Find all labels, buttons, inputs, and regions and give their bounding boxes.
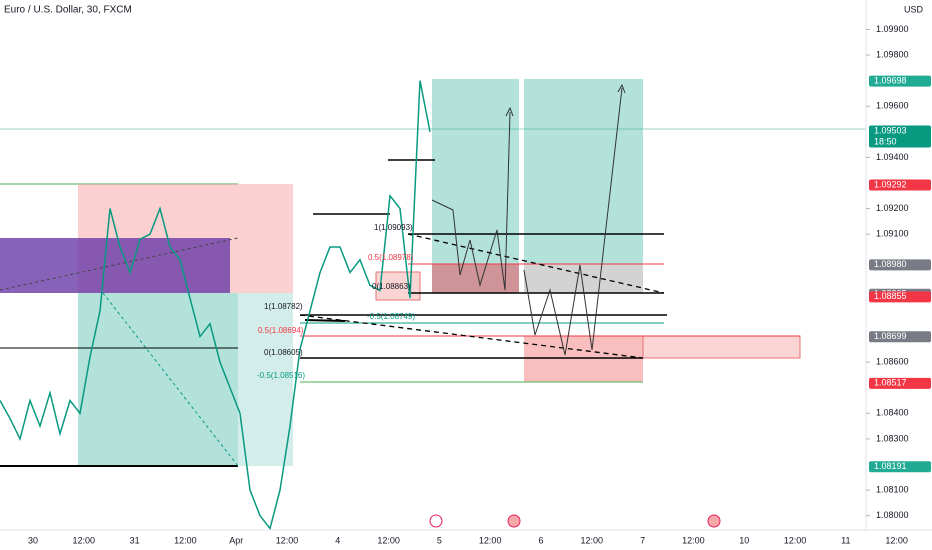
price-tag-label: 1.08517 [874,378,907,388]
projection-path [523,87,623,356]
plot [0,80,431,531]
fib-label: 1(1.08782) [264,302,303,311]
fib-label: 0.5(1.08978) [368,253,414,262]
price-tag-box [869,461,931,473]
y-tick-label: 1.09400 [876,152,909,162]
price-tag-label: 1.09503 [874,125,907,135]
y-tick-label: 1.09600 [876,101,909,111]
target-zone [524,79,643,264]
zone [375,271,421,301]
fib-label: 0(1.08605) [264,348,303,357]
box [0,238,230,293]
y-tick-label: 1.09900 [876,24,909,34]
price-tag: 1.08855 [869,291,931,303]
fib-label: 0(1.08863) [372,282,411,291]
price-tag: 1.08517 [869,378,931,389]
fib-label: -0.5(1.08749) [367,312,415,321]
price-tag-label: 1.08699 [874,331,907,341]
fib-label: -0.5(1.08516) [257,371,305,380]
x-tick-label: 4 [335,535,340,545]
chart-title: Euro / U.S. Dollar, 30, FXCM [4,5,132,16]
price-tag-box [869,259,931,271]
x-tick-label: 12:00 [885,535,908,545]
x-tick-label: 12:00 [174,535,197,545]
price-tag-label: 1.08980 [874,259,907,269]
price-tag-box [869,75,931,87]
event-icon[interactable] [507,514,521,528]
price-tag-box [869,331,931,343]
y-tick-label: 1.08600 [876,356,909,366]
trend-line [407,233,665,294]
stop-zone [524,336,643,382]
y-tick-label: 1.08400 [876,408,909,418]
x-tick-label: Apr [229,535,243,545]
price-tag: 1.09292 [869,179,931,191]
fib-label: 0.5(1.08694) [258,326,304,335]
x-tick-label: 10 [739,535,749,545]
level-line [304,319,346,322]
drawings [0,79,866,528]
y-tick-label: 1.09100 [876,229,909,239]
long-zone [78,293,238,466]
price-tag-box [869,377,931,389]
x-tick-label: 12:00 [682,535,705,545]
price-tag-label: 1.08855 [874,291,907,301]
trend-line [299,314,644,359]
x-tick-label: 12:00 [276,535,299,545]
x-tick-label: 31 [130,535,140,545]
x-tick-label: 12:00 [784,535,807,545]
arrow-head [617,83,626,94]
y-tick-label: 1.08300 [876,433,909,443]
price-tag-box [869,179,931,191]
y-tick-label: 1.08000 [876,510,909,520]
zone [642,335,801,359]
x-tick-label: 12:00 [73,535,96,545]
x-tick-label: 12:00 [377,535,400,545]
projection-path [431,111,511,291]
x-tick-label: 6 [538,535,543,545]
arrow-head [505,106,514,117]
trend-line [0,237,239,291]
price-tag: 1.08191 [869,461,931,473]
event-icon[interactable] [707,514,721,528]
price-tag-label: 1.09698 [874,76,907,86]
y-tick-label: 1.09800 [876,49,909,59]
x-tick-label: 7 [640,535,645,545]
x-tick-label: 11 [841,535,850,545]
currency: USD [904,4,924,14]
event-icon[interactable] [429,514,443,528]
x-tick-label: 12:00 [479,535,502,545]
fib-label: 1(1.09093) [374,223,413,232]
target-zone [432,79,519,293]
price-tag-label: 1.08191 [874,461,907,471]
price-tag-box [869,125,931,148]
long-zone [238,293,293,466]
trend-line [102,292,239,467]
price-tag: 1.09698 [869,76,931,87]
price-tag: 1.08980 [869,259,931,271]
price-tag-label: 1.09292 [874,179,907,189]
price-line [0,80,431,531]
price-tag-box [869,291,931,303]
y-tick-label: 1.09200 [876,203,909,213]
x-tick-label: 30 [28,535,38,545]
x-tick-label: 12:00 [581,535,604,545]
y-tick-label: 1.08100 [876,484,909,494]
x-tick-label: 5 [437,535,442,545]
price-tag: 1.08699 [869,331,931,343]
price-tag-note: 18:50 [874,136,897,146]
